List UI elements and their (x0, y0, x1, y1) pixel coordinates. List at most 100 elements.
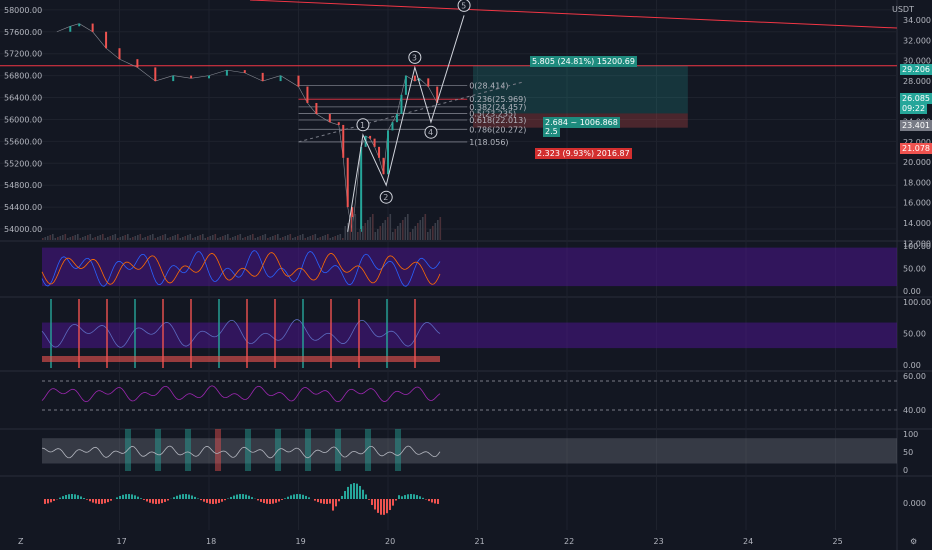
y-left-tick-label: 54400.00 (4, 203, 42, 212)
macd-histogram-bar (197, 498, 199, 499)
macd-histogram-bar (185, 494, 187, 499)
volume-bar (207, 237, 209, 240)
stoch-k-line (41, 250, 441, 287)
volume-bar (269, 237, 272, 240)
volume-bar (262, 235, 264, 240)
volume-bar (439, 217, 442, 240)
signal-bar (330, 299, 332, 368)
volume-bar (129, 238, 132, 240)
price-tag: 29.206 (900, 64, 932, 75)
macd-histogram-bar (266, 499, 268, 504)
macd-histogram-bar (119, 495, 121, 499)
macd-histogram-bar (272, 499, 274, 504)
volume-bar (199, 235, 202, 240)
x-tick-label: 21 (475, 537, 485, 546)
volume-bar (399, 223, 402, 240)
macd-histogram-bar (278, 499, 280, 502)
volume-bar (352, 217, 354, 240)
macd-histogram-bar (389, 499, 391, 511)
volume-bar (224, 235, 227, 240)
macd-histogram-bar (281, 499, 283, 500)
price-line (56, 23, 438, 232)
y-left-tick-label: 56800.00 (4, 72, 42, 81)
price-candle (225, 70, 228, 76)
macd-histogram-bar (296, 494, 298, 499)
volume-bar (359, 229, 362, 240)
macd-histogram-bar (257, 499, 259, 501)
volume-bar (337, 235, 339, 240)
volume-bar (47, 236, 49, 240)
macd-histogram-bar (68, 494, 70, 499)
signal-strip (42, 356, 440, 362)
volume-bar (329, 238, 332, 240)
price-candle (118, 48, 121, 60)
wave-label: 2 (383, 193, 388, 202)
macd-histogram-bar (194, 496, 196, 499)
volume-bar (89, 234, 92, 240)
volume-bar (282, 237, 284, 240)
volume-bar (209, 236, 212, 240)
macd-histogram-bar (398, 495, 400, 499)
macd-histogram-bar (269, 499, 271, 504)
macd-histogram-bar (218, 499, 220, 503)
signal-column (395, 429, 401, 471)
macd-histogram-bar (71, 494, 73, 499)
wave-label: 5 (461, 1, 466, 10)
macd-histogram-bar (365, 494, 367, 499)
macd-histogram-bar (104, 499, 106, 504)
volume-bar (307, 237, 309, 240)
signal-bar (134, 299, 136, 368)
volume-bar (234, 236, 237, 240)
volume-bar (162, 235, 164, 240)
price-candle (404, 75, 407, 95)
signal-bar (50, 299, 52, 368)
volume-bar (99, 235, 102, 240)
macd-histogram-bar (362, 489, 364, 499)
price-candle (387, 130, 389, 175)
settings-icon: ⚙ (910, 537, 917, 546)
macd-histogram-bar (359, 485, 361, 499)
signal-column (185, 429, 191, 471)
volume-bar (177, 234, 179, 240)
macd-histogram-bar (248, 495, 250, 499)
y-left-tick-label: 58000.00 (4, 6, 42, 15)
indicator-tick-label: 50 (903, 448, 913, 457)
signal-bar (190, 299, 192, 368)
y-right-tick-label: 18.000 (903, 178, 931, 187)
volume-bar (57, 237, 59, 240)
macd-histogram-bar (320, 499, 322, 504)
price-candle (346, 157, 349, 208)
volume-bar (79, 238, 82, 240)
volume-bar (374, 232, 377, 240)
indicator-tick-label: 0.00 (903, 361, 921, 370)
x-tick-label: 18 (206, 537, 216, 546)
macd-histogram-bar (101, 499, 103, 504)
volume-bar (257, 237, 259, 240)
price-candle (105, 31, 108, 49)
price-candle (261, 72, 264, 82)
volume-bar (114, 234, 117, 240)
y-left-tick-label: 57200.00 (4, 50, 42, 59)
volume-bar (389, 214, 392, 240)
volume-bar (62, 235, 64, 240)
volume-bar (322, 236, 324, 240)
volume-bar (254, 238, 257, 240)
fib-level-label: 0.382(24.457) (469, 103, 526, 112)
volume-bar (242, 238, 244, 240)
signal-bar (358, 299, 360, 368)
volume-bar (92, 238, 94, 240)
volume-bar (309, 236, 312, 240)
macd-histogram-bar (236, 494, 238, 499)
macd-histogram-bar (110, 499, 112, 501)
volume-bar (277, 234, 279, 240)
volume-bar (384, 220, 387, 240)
signal-column (215, 429, 221, 471)
volume-bar (194, 237, 197, 240)
macd-histogram-bar (125, 494, 127, 499)
price-candle (328, 113, 331, 123)
volume-bar (372, 214, 374, 240)
macd-histogram-bar (143, 499, 145, 500)
indicator-tick-label: 50.00 (903, 330, 926, 339)
volume-bar (279, 238, 282, 240)
